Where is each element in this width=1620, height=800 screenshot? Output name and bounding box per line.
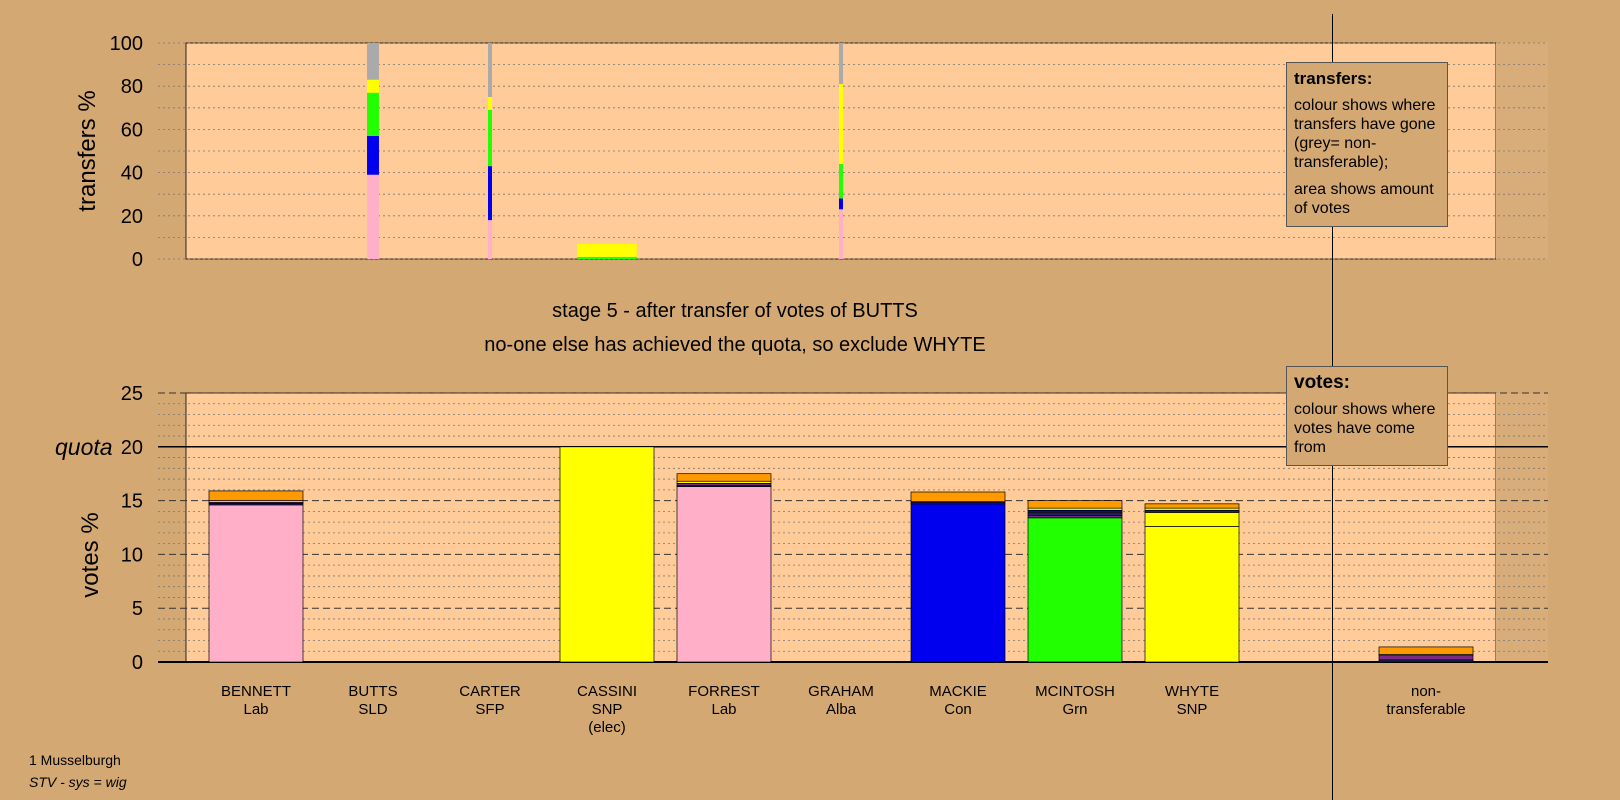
x-tick-label-name: BUTTS (348, 683, 397, 700)
transfers-segment-carter-nontransferable (488, 43, 492, 97)
votes-bar-mackie-con (910, 503, 1006, 663)
votes-y-tick-label: 5 (132, 598, 143, 620)
transfers-y-tick-label: 60 (121, 119, 143, 141)
transfers-segment-butts-con (367, 135, 379, 175)
x-tick-label-name: FORREST (688, 683, 760, 700)
footer-ward: 1 Musselburgh (29, 752, 121, 768)
votes-bar-forrest-lab (676, 486, 772, 663)
transfers-segment-cassini-snp (577, 243, 637, 257)
votes-bar-whyte-sld (1144, 503, 1240, 509)
votes-y-tick-label: 10 (121, 544, 143, 566)
votes-bar-non-sfp (1378, 655, 1474, 661)
votes-bar-mcintosh-grn (1027, 517, 1123, 663)
votes-bar-mcintosh-sld (1027, 500, 1123, 509)
votes-right-margin (1496, 393, 1548, 662)
transfers-segment-carter-grn (488, 109, 492, 167)
transfers-legend-title: transfers: (1294, 69, 1373, 88)
x-tick-label-name: BENNETT (221, 683, 291, 700)
votes-bar-bennett-lab (208, 504, 304, 663)
votes-bar-whyte-snp (1144, 512, 1240, 527)
transfers-segment-graham-con (839, 198, 843, 210)
votes-y-tick-label: 20 (121, 437, 143, 459)
quota-label: quota (55, 434, 113, 460)
x-tick-label-name: MCINTOSH (1035, 683, 1115, 700)
x-tick-label-party: Alba (826, 701, 857, 718)
transfers-y-tick-label: 0 (132, 249, 143, 271)
votes-bar-non-sld (1378, 646, 1474, 655)
votes-legend: votes: colour shows where votes have com… (1286, 366, 1448, 466)
votes-legend-title: votes: (1294, 372, 1350, 393)
x-tick-label-name: non- (1411, 683, 1441, 700)
x-tick-label-party: SLD (358, 701, 387, 718)
x-tick-label-party: Lab (711, 701, 736, 718)
transfers-legend: transfers: colour shows where transfers … (1286, 62, 1448, 227)
transfers-segment-carter-snp (488, 97, 492, 110)
transfers-segment-graham-lab (839, 209, 843, 259)
x-tick-label-elected: (elec) (588, 719, 626, 736)
votes-bar-bennett-sld (208, 490, 304, 501)
votes-y-axis-label: votes % (77, 512, 104, 597)
transfers-y-tick-label: 100 (110, 33, 143, 55)
votes-plot-area (185, 392, 1497, 663)
transfers-segment-butts-lab (367, 174, 379, 259)
transfers-chart: 0 20 40 60 80 100 transfers % (74, 33, 1548, 271)
transfers-segment-cassini-grn (577, 256, 637, 259)
stage-subtitle: no-one else has achieved the quota, so e… (484, 334, 986, 356)
x-tick-label-party: Lab (243, 701, 268, 718)
transfers-y-tick-label: 20 (121, 206, 143, 228)
transfers-legend-line1: colour shows where transfers have gone (… (1294, 97, 1436, 171)
x-tick-label-party: SFP (475, 701, 504, 718)
votes-bar-whyte-snp (1144, 526, 1240, 663)
votes-y-tick-label: 25 (121, 383, 143, 405)
votes-bar-forrest-sld (676, 473, 772, 482)
transfers-y-tick-label: 80 (121, 76, 143, 98)
votes-bar-mackie-sld (910, 491, 1006, 503)
x-tick-label-party: SNP (592, 701, 623, 718)
transfers-y-tick-label: 40 (121, 163, 143, 185)
transfers-segment-graham-grn (839, 163, 843, 199)
x-tick-label-party: transferable (1386, 701, 1465, 718)
x-tick-label-name: CARTER (459, 683, 521, 700)
transfers-y-axis-label: transfers % (74, 90, 101, 211)
x-tick-label-name: CASSINI (577, 683, 637, 700)
stage-title: stage 5 - after transfer of votes of BUT… (552, 300, 918, 322)
transfers-segment-carter-lab (488, 220, 492, 259)
votes-y-tick-label: 15 (121, 491, 143, 513)
x-tick-label-name: WHYTE (1165, 683, 1219, 700)
x-tick-label-party: Con (944, 701, 972, 718)
votes-bar-cassini-snp (559, 446, 655, 663)
transfers-segment-butts-grn (367, 92, 379, 136)
x-tick-label-name: MACKIE (929, 683, 987, 700)
footer-system: STV - sys = wig (29, 774, 127, 790)
x-tick-label-name: GRAHAM (808, 683, 874, 700)
transfers-segment-graham-nontransferable (839, 43, 843, 85)
transfers-segment-graham-snp (839, 84, 843, 164)
transfers-segment-carter-con (488, 166, 492, 221)
transfers-legend-line2: area shows amount of votes (1294, 181, 1434, 217)
votes-legend-line1: colour shows where votes have come from (1294, 401, 1436, 456)
transfers-segment-butts-snp (367, 79, 379, 93)
transfers-segment-butts-nontransferable (367, 43, 379, 80)
x-tick-label-party: Grn (1062, 701, 1087, 718)
x-tick-label-party: SNP (1177, 701, 1208, 718)
votes-y-tick-label: 0 (132, 652, 143, 674)
